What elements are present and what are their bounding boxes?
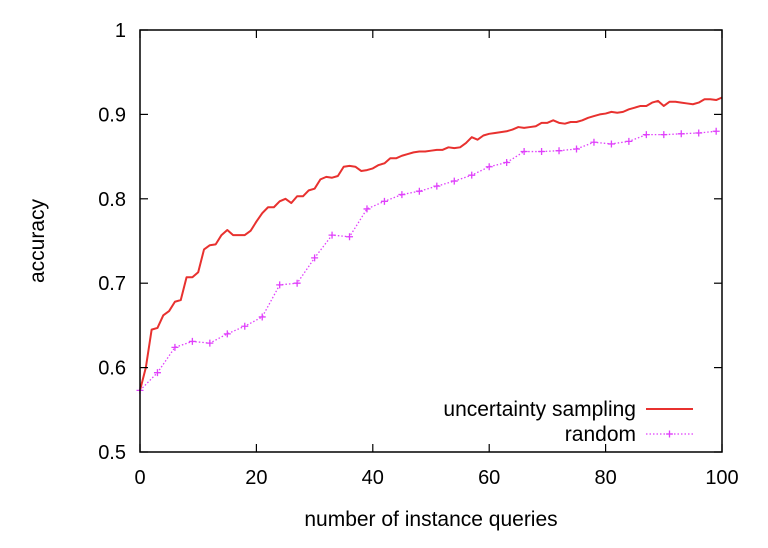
x-tick-label-3: 60 [478, 467, 500, 489]
series-point-random-10 [311, 254, 319, 262]
series-point-random-4 [206, 339, 214, 347]
series-point-random-7 [258, 313, 266, 321]
x-tick-label-5: 100 [705, 467, 738, 489]
series-point-random-11 [328, 231, 336, 239]
series-point-random-9 [293, 279, 301, 287]
series-point-random-28 [625, 137, 633, 145]
y-tick-label-2: 0.7 [98, 273, 126, 295]
series-point-random-19 [468, 171, 476, 179]
x-tick-label-0: 0 [134, 467, 145, 489]
series-point-random-33 [712, 127, 720, 135]
series-point-random-24 [555, 147, 563, 155]
tick-labels: 0 20 40 60 80 100 0.5 0.6 0.7 0.8 0.9 1 [98, 20, 739, 489]
y-tick-label-3: 0.8 [98, 189, 126, 211]
series-line-random [139, 130, 717, 391]
series-point-random-17 [433, 182, 441, 190]
y-tick-label-5: 1 [115, 20, 126, 42]
legend-marker-random [666, 430, 673, 438]
series-layer [136, 96, 723, 394]
x-tick-label-1: 20 [245, 467, 267, 489]
series-point-random-29 [642, 131, 650, 139]
x-tick-label-2: 40 [362, 467, 384, 489]
series-point-random-31 [677, 130, 685, 138]
legend: uncertainty sampling random [443, 398, 693, 446]
y-tick-label-1: 0.6 [98, 358, 126, 380]
series-point-random-13 [363, 205, 371, 213]
series-point-random-3 [188, 337, 196, 345]
plot-frame [139, 29, 723, 453]
series-point-random-21 [503, 159, 511, 167]
series-point-random-18 [450, 177, 458, 185]
series-point-random-8 [276, 281, 284, 289]
series-point-random-14 [380, 197, 388, 205]
series-point-random-30 [660, 131, 668, 139]
series-point-random-5 [223, 330, 231, 338]
axis-ticks [139, 29, 723, 453]
series-point-random-20 [485, 163, 493, 171]
legend-label-uncertainty-sampling: uncertainty sampling [443, 398, 636, 421]
series-point-random-25 [573, 145, 580, 153]
series-point-random-26 [590, 138, 598, 146]
series-point-random-16 [415, 187, 423, 195]
y-axis-title: accuracy [26, 198, 49, 283]
series-point-random-1 [153, 369, 161, 377]
y-tick-label-0: 0.5 [98, 442, 126, 464]
series-point-random-2 [171, 343, 179, 351]
legend-label-random: random [565, 423, 636, 446]
x-tick-label-4: 80 [594, 467, 616, 489]
legend-marker-random-plus [666, 430, 673, 438]
series-point-random-23 [538, 148, 546, 156]
x-axis-title: number of instance queries [304, 508, 557, 531]
series-point-random-6 [241, 322, 249, 330]
series-line-uncertainty-sampling [139, 96, 723, 391]
series-point-random-22 [520, 148, 528, 156]
series-point-random-15 [398, 191, 406, 199]
y-tick-label-4: 0.9 [98, 104, 126, 126]
series-point-random-12 [346, 233, 354, 241]
series-point-random-27 [607, 140, 615, 148]
series-point-random-32 [695, 129, 703, 137]
